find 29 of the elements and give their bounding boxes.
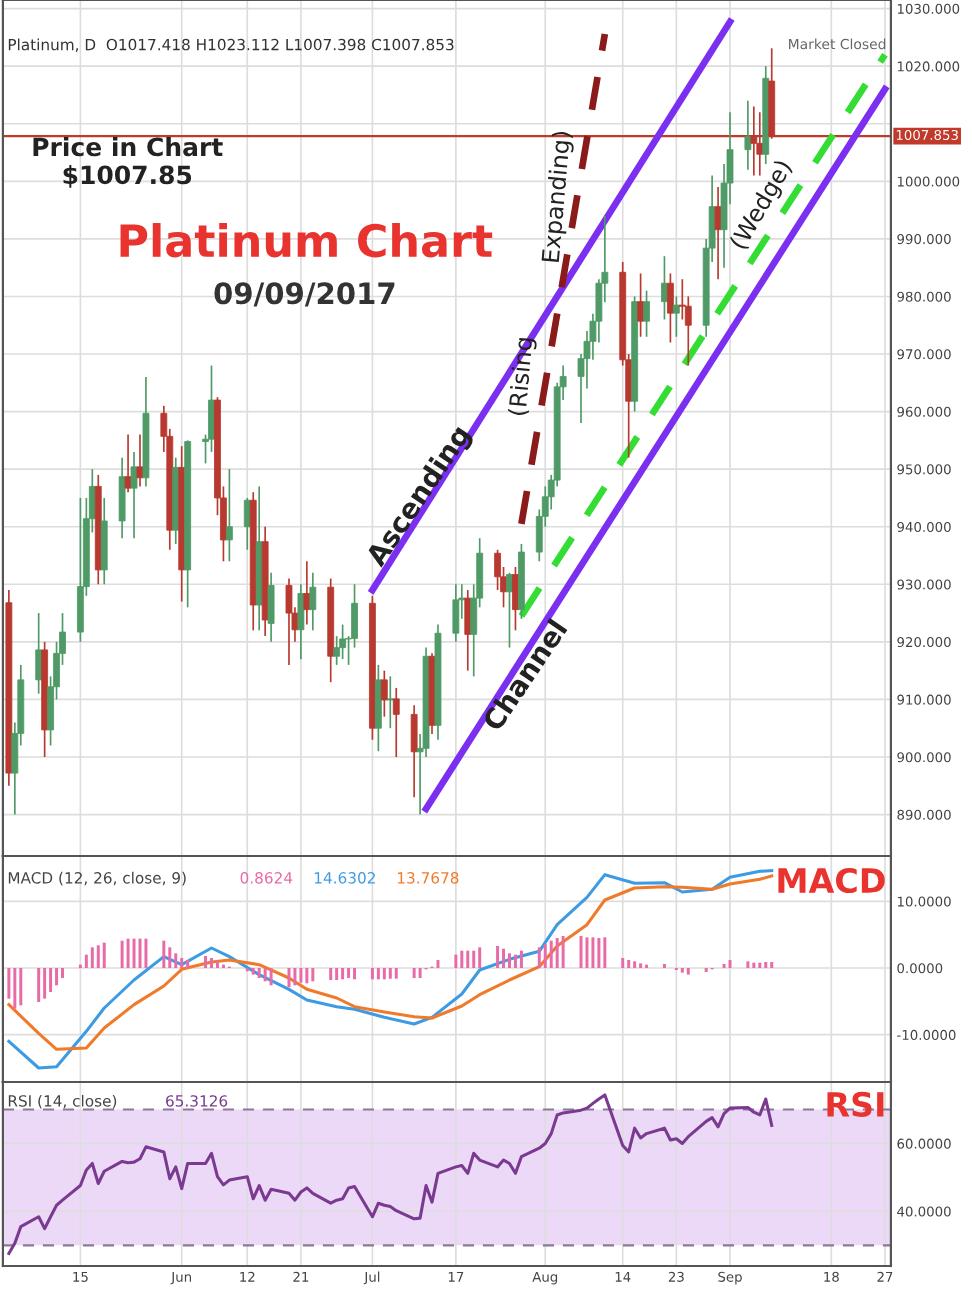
candlestick — [309, 571, 317, 632]
candlestick — [130, 451, 138, 540]
candlestick — [386, 675, 394, 730]
chart-title: RSI — [827, 1091, 884, 1117]
annotation: (Rising — [507, 337, 538, 416]
annotation: Expanding) — [540, 131, 575, 263]
candlestick — [124, 433, 132, 494]
candlestick — [672, 295, 680, 338]
candlestick — [410, 704, 418, 799]
candlestick — [667, 272, 674, 344]
candlestick — [285, 577, 293, 666]
candlestick — [297, 583, 305, 660]
line-series — [7, 1093, 774, 1255]
candlestick — [118, 456, 126, 540]
candlestick — [267, 571, 275, 643]
candlestick — [643, 289, 650, 338]
candlestick — [392, 687, 400, 758]
candlestick — [380, 669, 388, 718]
candlestick — [339, 623, 347, 660]
text: Platinum Chart — [120, 223, 493, 258]
candlestick — [464, 589, 472, 672]
candlestick — [452, 583, 460, 643]
annotation: Price in Chart $1007.85 — [33, 136, 223, 188]
candlestick — [225, 468, 233, 563]
text: 09/09/2017 — [214, 282, 395, 307]
candlestick — [76, 497, 84, 643]
candlestick — [136, 433, 144, 488]
candlestick — [637, 272, 645, 338]
chart-title: MACD — [778, 867, 885, 894]
